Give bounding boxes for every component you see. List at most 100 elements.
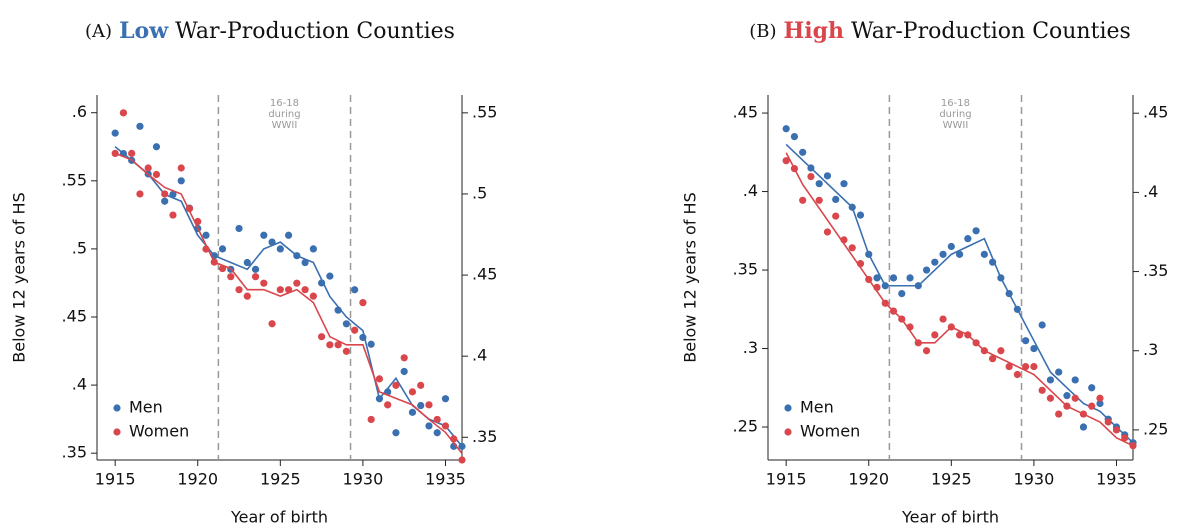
data-point [782,125,790,133]
data-point [939,250,947,258]
data-point [367,415,375,424]
data-point [169,190,177,199]
data-point [840,180,848,188]
data-point [881,282,889,290]
y-tick-label: .3 [743,338,758,357]
legend-marker [784,428,792,436]
data-point [400,354,408,362]
data-point [823,228,832,236]
data-point [1063,402,1071,410]
data-point [342,347,350,355]
x-tick-label: 1925 [260,470,301,489]
data-point [293,252,301,260]
data-point [1055,368,1063,376]
data-point [931,331,939,339]
data-point [989,355,997,363]
data-point [873,283,881,291]
y-tick-label: .4 [72,375,87,394]
data-point [790,165,799,173]
data-point [342,320,350,328]
y2-tick-label: .4 [472,346,487,365]
data-point [260,279,268,287]
data-point [865,250,873,258]
data-point [276,286,284,294]
data-point [202,245,210,253]
data-point [848,203,856,211]
data-point [889,307,898,315]
title-highlight: Low [119,18,169,44]
y2-tick-label: .3 [1143,340,1158,359]
data-point [251,265,260,273]
data-point [931,258,939,266]
data-point [1013,305,1021,313]
data-point [202,231,210,239]
data-point [152,170,161,179]
data-point [408,408,417,416]
data-point [1088,384,1096,392]
data-point [914,282,922,290]
data-point [790,133,799,141]
data-point [284,286,293,294]
legend-label: Men [129,398,163,417]
data-point [268,238,276,246]
chart-title: (A) Low War-Production Counties [85,18,455,44]
title-prefix: (A) [85,21,112,42]
data-point [898,315,906,323]
data-point [433,429,441,437]
data-point [1030,344,1038,353]
data-point [309,292,317,300]
data-point [111,129,119,137]
title-highlight: High [783,18,844,44]
y-tick-label: .45 [733,103,758,122]
x-tick-label: 1925 [931,470,972,489]
data-point [1022,337,1030,345]
data-point [881,299,889,307]
data-point [136,190,144,198]
data-point [972,227,980,235]
y-axis-label: Below 12 years of HS [681,192,700,362]
annotation: WWII [943,120,969,131]
x-axis-label: Year of birth [901,508,999,527]
fit-line [785,152,1134,447]
data-point [1046,376,1055,384]
x-tick-label: 1930 [1014,470,1055,489]
data-point [441,422,450,430]
data-point [815,180,823,188]
data-point [980,347,988,355]
x-tick-label: 1935 [425,470,466,489]
x-tick-label: 1915 [766,470,807,489]
legend-marker [113,404,121,412]
annotation: 16-18 [270,98,299,109]
data-point [1063,392,1071,400]
y-tick-label: .4 [743,181,758,200]
annotation: WWII [272,120,298,131]
data-point [889,274,898,282]
data-point [276,245,284,253]
annotation: during [939,109,971,120]
legend-label: Men [800,398,834,417]
y2-tick-label: .45 [472,265,497,284]
data-point [185,204,194,213]
data-point [169,211,177,219]
data-point [334,306,342,314]
data-point [301,258,309,267]
data-point [955,250,964,258]
data-point [856,211,865,219]
y-tick-label: .25 [733,417,758,436]
y2-tick-label: .45 [1143,103,1168,122]
data-point [972,339,980,347]
data-point [351,326,359,334]
data-point [1046,394,1055,402]
data-point [1129,442,1137,450]
data-point [359,299,367,307]
data-point [458,456,466,464]
data-point [1071,376,1079,384]
data-point [914,339,922,347]
data-point [144,164,152,172]
data-point [235,286,243,294]
y-tick-label: .6 [72,102,87,121]
data-point [955,331,964,339]
data-point [351,286,359,294]
data-point [384,401,392,409]
data-point [980,250,988,258]
